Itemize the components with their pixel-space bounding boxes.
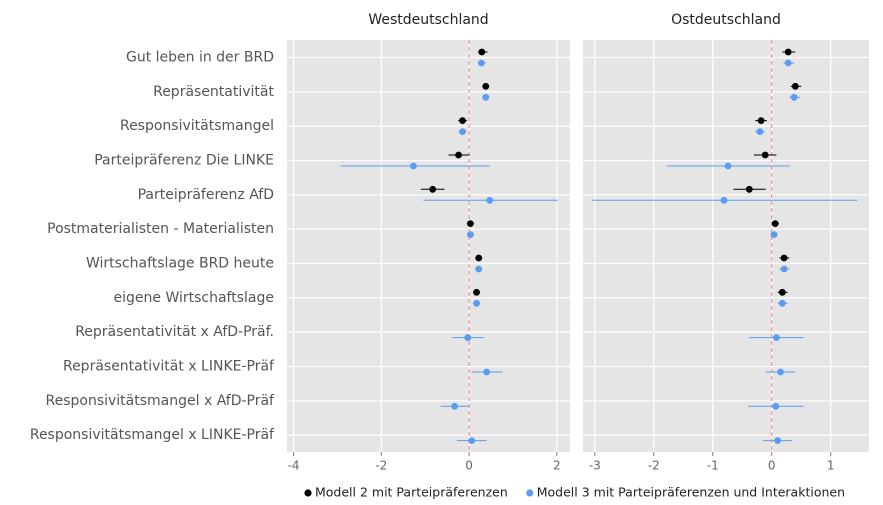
point	[482, 93, 490, 101]
legend-label: Modell 2 mit Parteipräferenzen	[315, 485, 508, 500]
category-label: Responsivitätsmangel	[120, 118, 274, 134]
point	[478, 48, 486, 56]
x-tick-label: -2	[648, 459, 660, 473]
point	[483, 368, 491, 376]
point	[784, 48, 792, 56]
point	[467, 220, 474, 228]
legend-marker	[526, 489, 534, 497]
point	[409, 162, 417, 170]
x-tick-label: 0	[768, 459, 776, 473]
point	[429, 185, 437, 193]
x-tick-label: -2	[375, 459, 387, 473]
point	[475, 254, 483, 262]
point	[486, 196, 494, 204]
category-label: Parteipräferenz Die LINKE	[94, 152, 274, 168]
point	[777, 368, 784, 376]
point	[761, 151, 769, 159]
category-label: Repräsentativität	[153, 84, 274, 100]
point	[473, 299, 480, 307]
point	[773, 334, 780, 342]
point	[771, 220, 779, 228]
point	[757, 117, 765, 125]
category-label: Repräsentativität x LINKE-Präf	[63, 358, 275, 374]
point	[467, 231, 474, 239]
x-tick-label: -4	[288, 459, 300, 473]
point	[774, 437, 781, 445]
category-label: Parteipräferenz AfD	[138, 187, 274, 203]
point	[724, 162, 732, 170]
point	[790, 93, 798, 101]
point	[459, 117, 466, 125]
category-label: Responsivitätsmangel x LINKE-Präf	[30, 427, 275, 443]
point	[780, 254, 788, 262]
point	[772, 402, 780, 410]
point	[455, 151, 462, 159]
point	[770, 231, 778, 239]
category-label: Responsivitätsmangel x AfD-Präf	[45, 393, 275, 409]
point	[475, 265, 483, 273]
point	[778, 299, 786, 307]
legend-label: Modell 3 mit Parteipräferenzen und Inter…	[537, 485, 845, 500]
x-tick-label: -3	[589, 459, 601, 473]
point	[780, 265, 788, 273]
category-label: eigene Wirtschaftslage	[114, 290, 275, 306]
point	[756, 128, 764, 136]
point	[482, 82, 490, 90]
legend-marker	[304, 489, 312, 497]
panel-background	[287, 40, 570, 452]
point	[464, 334, 472, 342]
panel-background	[583, 40, 869, 452]
point	[473, 288, 480, 296]
x-tick-label: 2	[553, 459, 561, 473]
x-tick-label: 0	[465, 459, 473, 473]
point	[784, 59, 792, 67]
point	[791, 82, 799, 90]
point	[451, 402, 459, 410]
category-label: Repräsentativität x AfD-Präf.	[75, 324, 274, 340]
point	[459, 128, 466, 136]
point	[778, 288, 786, 296]
category-label: Gut leben in der BRD	[126, 49, 274, 65]
panel-title: Westdeutschland	[368, 12, 488, 28]
x-tick-label: 1	[827, 459, 835, 473]
point	[468, 437, 476, 445]
category-label: Postmaterialisten - Materialisten	[47, 221, 274, 237]
panel-title: Ostdeutschland	[671, 12, 781, 28]
point	[477, 59, 485, 67]
category-label: Wirtschaftslage BRD heute	[86, 255, 274, 271]
x-tick-label: -1	[707, 459, 719, 473]
point	[745, 185, 753, 193]
point	[720, 196, 728, 204]
